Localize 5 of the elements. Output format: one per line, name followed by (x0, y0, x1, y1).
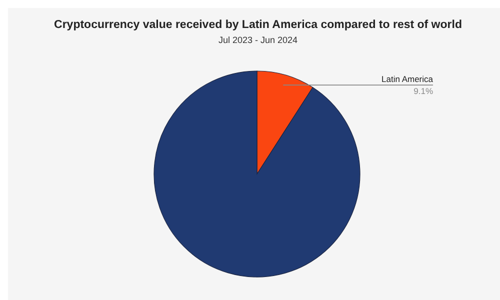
slice-label: Latin America (382, 74, 434, 84)
chart-title: Cryptocurrency value received by Latin America compared to rest of world (54, 19, 462, 31)
pie-slice (154, 70, 360, 278)
data-label: 9.1% (414, 86, 434, 96)
chart-subtitle: Jul 2023 - Jun 2024 (218, 35, 298, 45)
